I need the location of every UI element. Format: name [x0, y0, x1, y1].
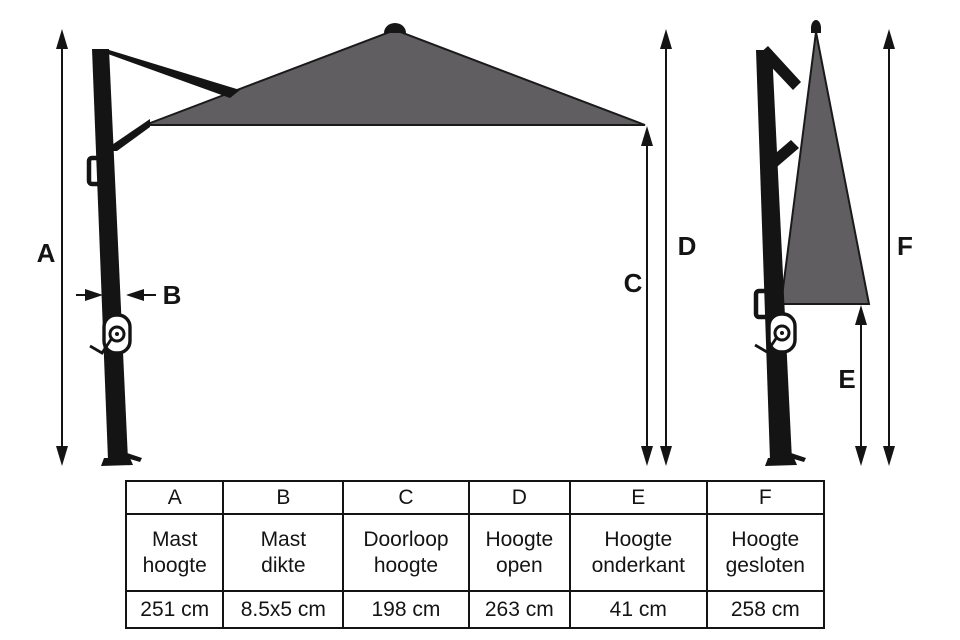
- svg-text:D: D: [678, 231, 697, 261]
- svg-text:A: A: [37, 238, 56, 268]
- svg-text:E: E: [838, 364, 855, 394]
- svg-text:B: B: [163, 280, 182, 310]
- svg-text:F: F: [897, 231, 913, 261]
- svg-text:C: C: [624, 268, 643, 298]
